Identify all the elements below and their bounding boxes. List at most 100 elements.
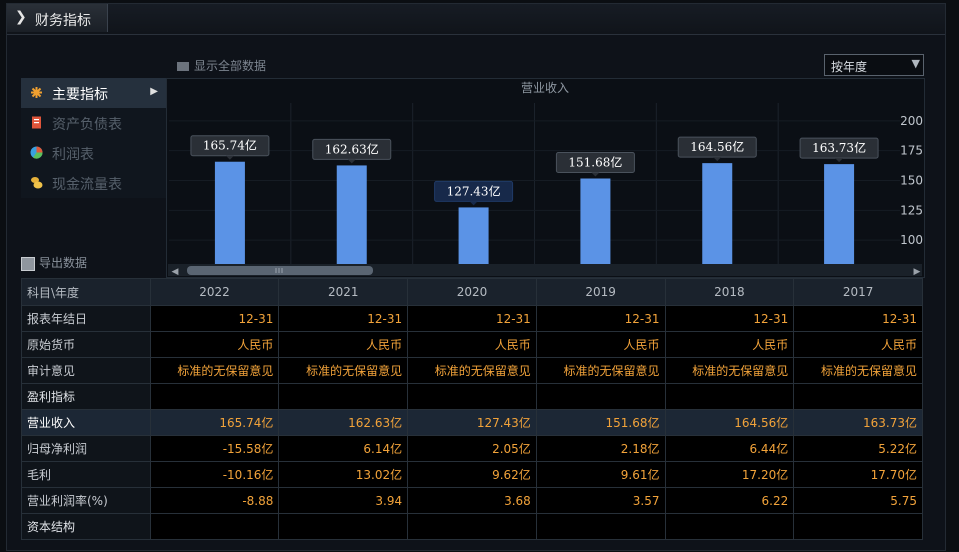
table-cell: 标准的无保留意见 (535, 357, 666, 384)
table-row[interactable]: 原始货币 人民币 人民币 人民币 人民币 人民币 人民币 (21, 331, 923, 358)
row-label: 资本结构 (21, 513, 151, 540)
table-cell: 163.73亿 (793, 409, 923, 436)
sidebar-item-3[interactable]: 利润表 (21, 138, 166, 168)
table-row[interactable]: 营业收入 165.74亿 162.63亿 127.43亿 151.68亿 164.56亿 1… (21, 409, 923, 436)
table-cell: 人民币 (407, 331, 537, 358)
sidebar-item-1[interactable]: 主要指标 ▶ (21, 78, 166, 108)
bar (580, 178, 611, 264)
table-cell: 人民币 (664, 331, 795, 358)
column-header-year[interactable]: 2021 (278, 278, 409, 306)
chart-title: 营业收入 (521, 81, 569, 95)
table-cell: 标准的无保留意见 (793, 357, 923, 384)
data-label-pointer (591, 172, 600, 177)
chart-scrollbar-thumb[interactable] (187, 266, 373, 275)
data-label-pointer (469, 201, 478, 206)
table-cell (664, 383, 795, 410)
chevron-right-icon: ❯ (15, 9, 27, 25)
bar (336, 165, 367, 264)
table-row[interactable]: 盈利指标 (21, 383, 923, 410)
row-label: 原始货币 (21, 331, 151, 358)
table-row[interactable]: 归母净利润 -15.58亿 6.14亿 2.05亿 2.18亿 6.44亿 5.22亿 (21, 435, 923, 462)
title-tab[interactable]: ❯ 财务指标 (7, 4, 108, 32)
row-label: 毛利 (21, 461, 151, 488)
table-row[interactable]: 审计意见 标准的无保留意见 标准的无保留意见 标准的无保留意见 标准的无保留意见 标准的无… (21, 357, 923, 384)
table-cell (535, 513, 666, 540)
table-cell: 标准的无保留意见 (664, 357, 795, 384)
table-cell: 12-31 (149, 305, 280, 332)
comment-icon (177, 62, 189, 71)
sidebar-item-label: 主要指标 (52, 87, 108, 103)
show-all-label: 显示全部数据 (194, 59, 267, 73)
column-header-year[interactable]: 2020 (407, 278, 537, 306)
sidebar-item-label: 利润表 (52, 147, 94, 163)
table-cell: 6.14亿 (278, 435, 409, 462)
data-label: 127.43亿 (447, 183, 501, 198)
data-label-pointer (713, 157, 722, 162)
scroll-left-icon[interactable]: ◀ (172, 267, 179, 277)
sidebar: 主要指标 ▶ 资产负债表利润表现金流量表 (21, 78, 166, 198)
data-label-pointer (225, 155, 234, 160)
table-cell: 6.22 (664, 487, 795, 514)
table-row[interactable]: 报表年结日 12-31 12-31 12-31 12-31 12-31 12-31 (21, 305, 923, 332)
data-label: 162.63亿 (325, 141, 379, 156)
table-cell: 标准的无保留意见 (149, 357, 280, 384)
row-label: 营业收入 (21, 409, 151, 436)
table-cell: 17.20亿 (664, 461, 795, 488)
table-row[interactable]: 资本结构 (21, 513, 923, 540)
table-cell: 标准的无保留意见 (278, 357, 409, 384)
table-cell (664, 513, 795, 540)
y-tick-label: 100 (900, 233, 923, 247)
title-bar: ❯ 财务指标 (7, 4, 945, 35)
table-cell: 3.57 (535, 487, 666, 514)
table-cell (793, 383, 923, 410)
data-label-pointer (835, 158, 844, 163)
row-label: 报表年结日 (21, 305, 151, 332)
coins-icon (30, 176, 43, 189)
column-header-year[interactable]: 2022 (149, 278, 280, 306)
table-cell: 17.70亿 (793, 461, 923, 488)
y-tick-label: 200 (900, 114, 923, 128)
sidebar-item-label: 资产负债表 (52, 117, 122, 133)
row-label: 营业利润率(%) (21, 487, 151, 514)
table-cell: 5.75 (793, 487, 923, 514)
header-subject-year: 科目\年度 (21, 278, 151, 306)
export-icon (21, 256, 35, 271)
bar (702, 163, 733, 264)
dropdown-arrow-icon: ▼ (911, 57, 920, 70)
table-cell: 6.44亿 (664, 435, 795, 462)
column-header-year[interactable]: 2017 (793, 278, 923, 306)
table-cell: 3.94 (278, 487, 409, 514)
table-cell: 162.63亿 (278, 409, 409, 436)
table-cell (149, 383, 280, 410)
column-header-year[interactable]: 2018 (664, 278, 795, 306)
table-cell: -10.16亿 (149, 461, 280, 488)
table-row[interactable]: 营业利润率(%) -8.88 3.94 3.68 3.57 6.22 5.75 (21, 487, 923, 514)
sidebar-item-4[interactable]: 现金流量表 (21, 168, 166, 198)
financial-table: 科目\年度 2022 2021 2020 2019 2018 2017 报表年结日 12-31… (21, 278, 923, 540)
table-cell: 9.61亿 (535, 461, 666, 488)
table-cell (407, 513, 537, 540)
sidebar-item-2[interactable]: 资产负债表 (21, 108, 166, 138)
table-cell: 2.05亿 (407, 435, 537, 462)
table-cell: 3.68 (407, 487, 537, 514)
table-cell: 标准的无保留意见 (407, 357, 537, 384)
period-select-value: 按年度 (831, 60, 868, 74)
table-cell: 127.43亿 (407, 409, 537, 436)
show-all-data-toggle[interactable]: 显示全部数据 (177, 57, 266, 74)
scroll-right-icon[interactable]: ▶ (914, 267, 921, 277)
table-cell: 12-31 (278, 305, 409, 332)
table-cell: 164.56亿 (664, 409, 795, 436)
column-header-year[interactable]: 2019 (535, 278, 666, 306)
table-cell (149, 513, 280, 540)
y-tick-label: 175 (900, 144, 923, 158)
table-cell: 13.02亿 (278, 461, 409, 488)
table-cell (278, 383, 409, 410)
revenue-chart: 营业收入 200 175 150 125 100 165.74亿 162.63亿 127.43亿… (166, 78, 925, 278)
table-cell: -15.58亿 (149, 435, 280, 462)
bar (458, 207, 489, 264)
period-select[interactable]: 按年度 ▼ (824, 54, 924, 76)
table-row[interactable]: 毛利 -10.16亿 13.02亿 9.62亿 9.61亿 17.20亿 17.70亿 (21, 461, 923, 488)
table-cell: 人民币 (278, 331, 409, 358)
export-data-button[interactable]: 导出数据 (21, 254, 87, 271)
table-cell (793, 513, 923, 540)
